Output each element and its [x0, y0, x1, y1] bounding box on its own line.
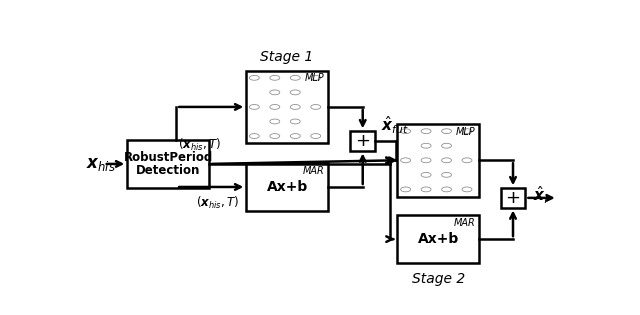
Text: $\boldsymbol{x}_{his}$: $\boldsymbol{x}_{his}$: [86, 155, 116, 173]
Circle shape: [421, 143, 431, 148]
Circle shape: [291, 119, 300, 124]
Circle shape: [270, 75, 280, 80]
Circle shape: [250, 134, 259, 139]
Circle shape: [401, 187, 411, 192]
Text: Ax+b: Ax+b: [266, 180, 308, 194]
Text: $\hat{\boldsymbol{x}}_{f}$: $\hat{\boldsymbol{x}}_{f}$: [533, 185, 550, 206]
Circle shape: [311, 105, 321, 109]
Circle shape: [311, 134, 321, 139]
Text: Stage 1: Stage 1: [260, 50, 314, 64]
Text: $\hat{\boldsymbol{x}}_{fut}$: $\hat{\boldsymbol{x}}_{fut}$: [381, 114, 409, 136]
Text: $(\boldsymbol{x}_{his}, T)$: $(\boldsymbol{x}_{his}, T)$: [196, 195, 239, 211]
Circle shape: [442, 129, 451, 134]
Circle shape: [462, 129, 472, 134]
Circle shape: [250, 75, 259, 80]
Text: Detection: Detection: [136, 164, 200, 177]
Text: MLP: MLP: [456, 127, 476, 137]
Circle shape: [462, 158, 472, 163]
Text: Ax+b: Ax+b: [418, 232, 459, 246]
Text: MLP: MLP: [305, 73, 324, 83]
FancyBboxPatch shape: [500, 188, 525, 208]
Circle shape: [421, 129, 431, 134]
Circle shape: [291, 134, 300, 139]
FancyBboxPatch shape: [397, 215, 479, 263]
Circle shape: [401, 129, 411, 134]
Circle shape: [270, 134, 280, 139]
Circle shape: [291, 105, 300, 109]
Circle shape: [442, 143, 451, 148]
Circle shape: [442, 172, 451, 177]
Text: Stage 2: Stage 2: [412, 272, 465, 286]
Text: +: +: [355, 132, 370, 150]
Circle shape: [442, 158, 451, 163]
Circle shape: [462, 187, 472, 192]
Circle shape: [442, 187, 451, 192]
FancyBboxPatch shape: [397, 124, 479, 197]
FancyBboxPatch shape: [246, 71, 328, 143]
Circle shape: [401, 158, 411, 163]
Text: +: +: [506, 189, 520, 207]
Circle shape: [421, 172, 431, 177]
FancyBboxPatch shape: [350, 131, 375, 151]
Text: MAR: MAR: [454, 218, 476, 228]
Circle shape: [291, 90, 300, 95]
Circle shape: [270, 105, 280, 109]
FancyBboxPatch shape: [127, 140, 209, 188]
FancyBboxPatch shape: [246, 163, 328, 211]
Circle shape: [291, 75, 300, 80]
Text: MAR: MAR: [303, 166, 324, 176]
Circle shape: [270, 90, 280, 95]
Circle shape: [250, 105, 259, 109]
Circle shape: [311, 75, 321, 80]
Text: $(\boldsymbol{x}_{his}, T)$: $(\boldsymbol{x}_{his}, T)$: [178, 136, 221, 152]
Circle shape: [421, 158, 431, 163]
Text: RobustPeriod: RobustPeriod: [124, 151, 212, 163]
Circle shape: [270, 119, 280, 124]
Circle shape: [421, 187, 431, 192]
